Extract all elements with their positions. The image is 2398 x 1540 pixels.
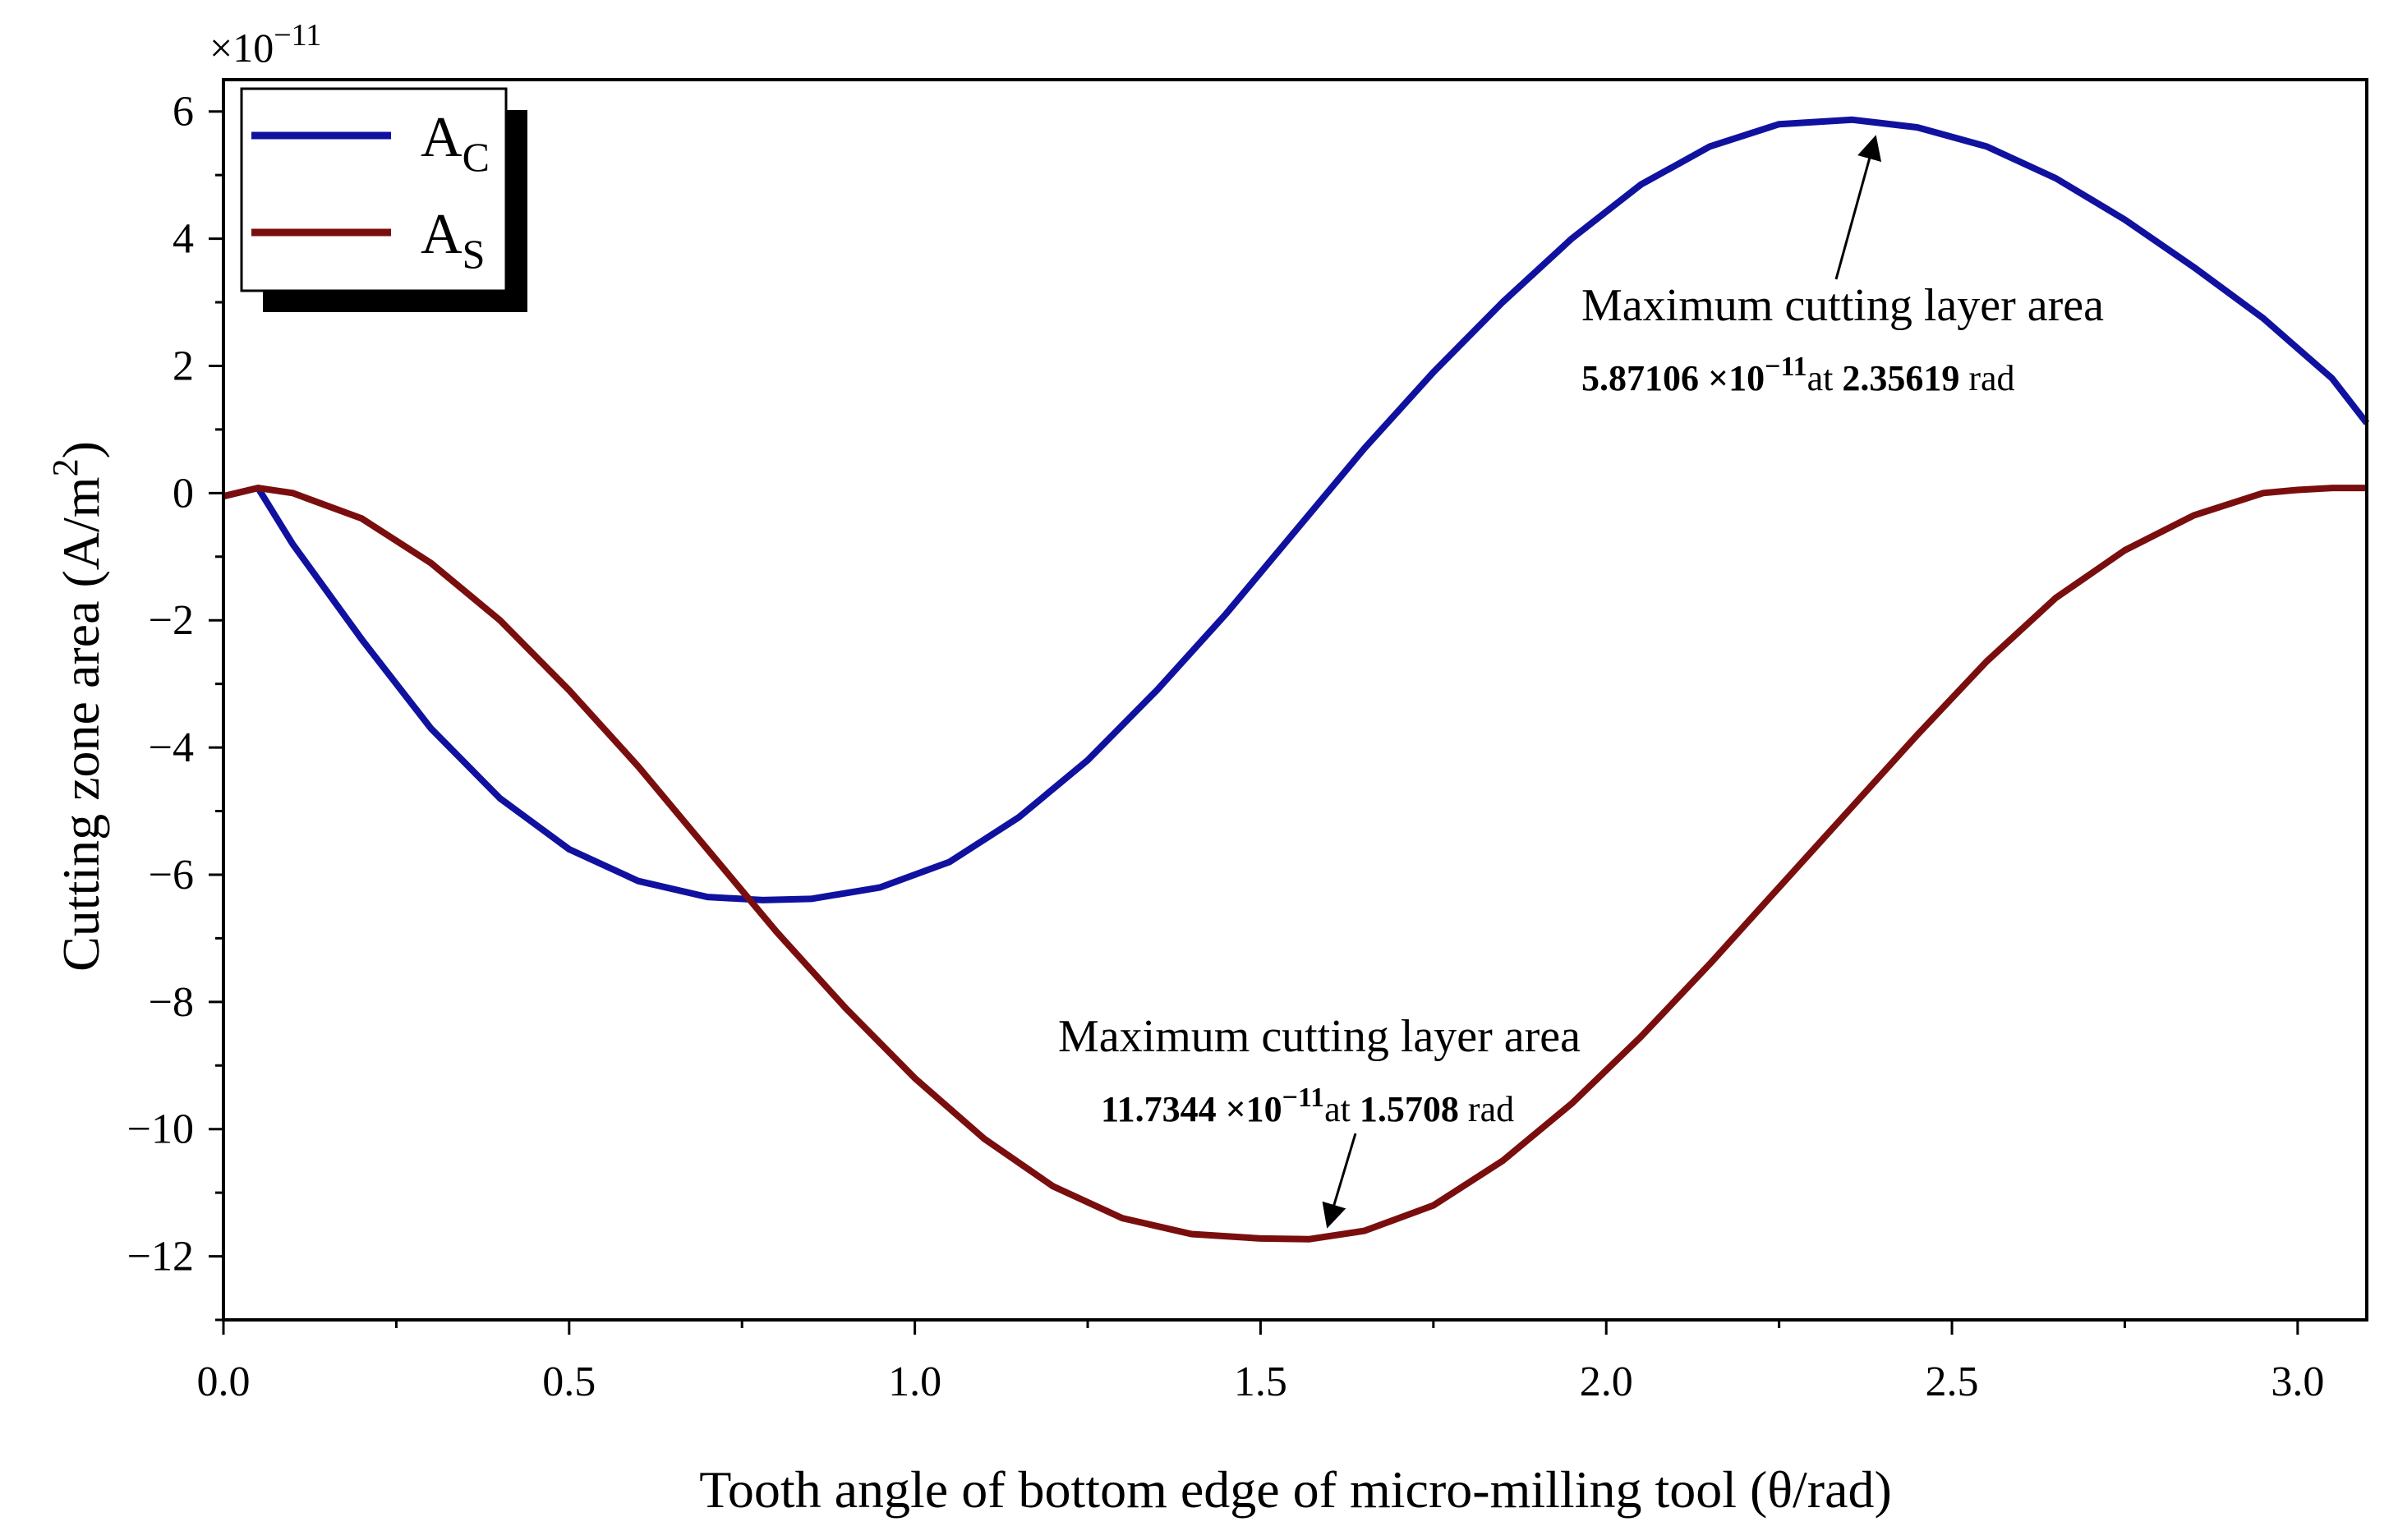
y-tick-label: −10: [127, 1106, 194, 1153]
series-line-ac: [223, 116, 2370, 903]
legend-box: [240, 87, 508, 292]
annotation-arrow-ac: [1834, 135, 1882, 280]
x-tick-label: 3.0: [2271, 1358, 2324, 1405]
x-tick-label: 0.5: [542, 1358, 596, 1405]
y-tick-label: 2: [173, 342, 194, 389]
x-tick-label: 1.0: [888, 1358, 941, 1405]
legend-label-ac: AC: [421, 106, 490, 180]
x-tick-label: 2.5: [1926, 1358, 1979, 1405]
y-axis-exponent: ×10−11: [209, 18, 321, 71]
y-tick-label: −8: [149, 979, 194, 1026]
series-lines: [223, 116, 2370, 1243]
annotation-ac-max: Maximum cutting layer area 5.87106 ×10−1…: [1581, 135, 2104, 398]
y-tick-label: −6: [149, 852, 194, 899]
plot-frame: [222, 78, 2368, 1322]
y-tick-label: 0: [173, 470, 194, 517]
legend-label-as: AS: [421, 203, 485, 277]
y-axis-title: Cutting zone area (A/m2): [45, 441, 110, 972]
x-tick-label: 1.5: [1234, 1358, 1287, 1405]
x-tick-label: 0.0: [197, 1358, 251, 1405]
x-axis-title: Tooth angle of bottom edge of micro-mill…: [699, 1460, 1892, 1519]
annotation-title-ac: Maximum cutting layer area: [1581, 280, 2104, 331]
y-tick-label: −12: [127, 1234, 194, 1280]
y-tick-label: −2: [149, 597, 194, 644]
annotation-value-as: 11.7344 ×10−11at 1.5708 rad: [1101, 1083, 1514, 1129]
legend: AC AS: [240, 87, 527, 312]
annotation-arrow-as: [1322, 1133, 1357, 1229]
annotation-title-as: Maximum cutting layer area: [1058, 1011, 1581, 1062]
axis-ticks: 0.0 0.5 1.0 1.5 2.0 2.5 3.0 6 4 2 0 −2 −4 −6 −8 −10 −12: [127, 89, 2325, 1405]
y-tick-label: −4: [149, 724, 194, 771]
y-tick-label: 6: [173, 89, 194, 136]
annotation-value-ac: 5.87106 ×10−11at 2.35619 rad: [1581, 352, 2015, 398]
series-line-as: [223, 485, 2367, 1243]
y-tick-label: 4: [173, 216, 194, 263]
annotation-as-max: Maximum cutting layer area 11.7344 ×10−1…: [1058, 1011, 1581, 1229]
x-tick-label: 2.0: [1580, 1358, 1633, 1405]
